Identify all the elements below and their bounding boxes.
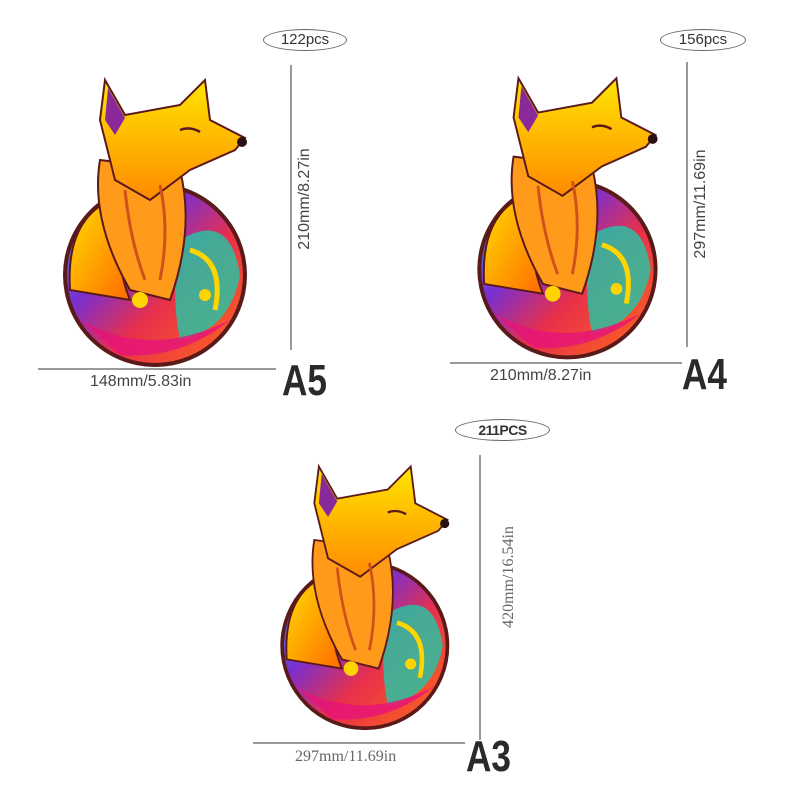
fox-puzzle-image-a4 (445, 58, 685, 363)
size-label-a3: A3 (466, 732, 511, 781)
height-line-a4 (686, 62, 688, 347)
width-label-a5: 148mm/5.83in (90, 373, 192, 390)
width-line-a4 (450, 362, 682, 364)
fox-puzzle-image-a5 (30, 60, 275, 370)
width-label-a4: 210mm/8.27in (490, 367, 592, 384)
height-line-a5 (290, 65, 292, 350)
height-line-a3 (479, 455, 481, 740)
width-line-a5 (38, 368, 276, 370)
pieces-badge-a3: 211PCS (455, 419, 550, 441)
size-label-a4: A4 (682, 350, 727, 399)
pieces-badge-a4: 156pcs (660, 29, 746, 51)
height-label-a3: 420mm/16.54in (500, 526, 517, 628)
width-line-a3 (253, 742, 465, 744)
pieces-badge-a5: 122pcs (263, 29, 347, 51)
width-label-a3: 297mm/11.69in (295, 748, 397, 765)
fox-puzzle-image-a3 (250, 443, 475, 738)
size-label-a5: A5 (282, 356, 327, 405)
height-label-a5: 210mm/8.27in (296, 148, 313, 250)
height-label-a4: 297mm/11.69in (692, 149, 709, 259)
